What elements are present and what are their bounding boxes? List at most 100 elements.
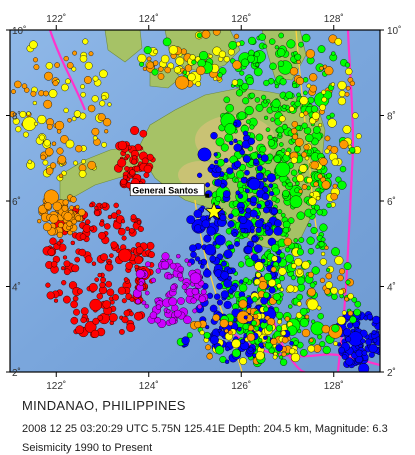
earthquake-dot <box>232 60 242 70</box>
earthquake-dot <box>303 90 308 96</box>
earthquake-dot <box>245 119 251 124</box>
earthquake-dot <box>305 133 314 143</box>
earthquake-dot <box>371 329 377 335</box>
earthquake-dot <box>216 299 223 306</box>
earthquake-dot <box>255 272 262 278</box>
earthquake-dot <box>224 133 234 143</box>
earthquake-dot <box>60 135 69 144</box>
earthquake-dot <box>145 261 151 268</box>
earthquake-dot <box>166 309 171 314</box>
earthquake-dot <box>196 32 203 38</box>
earthquake-dot <box>337 289 344 295</box>
earthquake-dot <box>319 277 326 284</box>
city-label-box <box>129 183 205 197</box>
earthquake-dot <box>302 33 311 43</box>
earthquake-dot <box>353 308 361 316</box>
earthquake-dot <box>250 151 258 160</box>
earthquake-dot <box>294 53 302 61</box>
earthquake-dot <box>157 73 165 80</box>
earthquake-dot <box>89 226 94 231</box>
earthquake-dot <box>351 296 358 303</box>
epicenter-star <box>204 201 224 220</box>
earthquake-dot <box>216 158 225 167</box>
earthquake-dot <box>97 272 102 278</box>
earthquake-dots <box>10 30 380 372</box>
earthquake-dot <box>214 159 219 165</box>
earthquake-dot <box>337 274 344 282</box>
earthquake-dot <box>45 167 54 175</box>
earthquake-dot <box>15 126 22 133</box>
earthquake-dot <box>281 351 287 357</box>
earthquake-dot <box>102 118 112 127</box>
earthquake-dot <box>347 293 354 300</box>
earthquake-dot <box>215 166 222 173</box>
earthquake-dot <box>229 294 234 299</box>
earthquake-dot <box>75 325 85 335</box>
earthquake-dot <box>139 61 145 67</box>
earthquake-dot <box>134 255 143 265</box>
earthquake-dot <box>278 32 285 39</box>
earthquake-dot <box>81 159 87 164</box>
earthquake-dot <box>168 45 179 55</box>
earthquake-dot <box>219 356 227 364</box>
earthquake-dot <box>227 48 235 56</box>
earthquake-dot <box>290 169 298 177</box>
earthquake-dot <box>319 157 328 166</box>
earthquake-dot <box>105 280 112 288</box>
seismicity-period: Seismicity 1990 to Present <box>22 442 153 454</box>
earthquake-dot <box>321 251 326 256</box>
earthquake-dot <box>263 99 268 104</box>
earthquake-dot <box>244 245 253 255</box>
earthquake-dot <box>176 254 181 259</box>
earthquake-dot <box>342 125 352 134</box>
earthquake-dot <box>319 104 326 111</box>
earthquake-dot <box>33 57 39 63</box>
earthquake-dot <box>73 110 82 118</box>
earthquake-dot <box>255 133 264 142</box>
earthquake-dot <box>233 33 240 40</box>
earthquake-dot <box>208 54 213 59</box>
earthquake-dot <box>296 293 303 301</box>
earthquake-dot <box>232 232 238 238</box>
earthquake-dot <box>186 332 193 339</box>
earthquake-dot <box>139 129 148 138</box>
earthquake-dot <box>253 244 263 253</box>
earthquake-dot <box>146 153 154 161</box>
earthquake-dot <box>220 143 229 152</box>
earthquake-dot <box>282 226 290 234</box>
earthquake-dot <box>130 125 140 135</box>
earthquake-dot <box>214 178 223 187</box>
earthquake-dot <box>193 209 203 219</box>
earthquake-dot <box>80 316 87 324</box>
earthquake-dot <box>244 169 250 176</box>
earthquake-dot <box>125 226 130 232</box>
earthquake-dot <box>187 73 196 82</box>
earthquake-dot <box>133 311 143 321</box>
earthquake-dot <box>307 247 315 255</box>
earthquake-dot <box>182 70 187 75</box>
earthquake-dot <box>244 188 250 194</box>
earthquake-dot <box>119 328 125 335</box>
earthquake-dot <box>287 181 293 188</box>
earthquake-dot <box>263 272 273 282</box>
lon-label-bottom: 122˚ <box>46 380 66 392</box>
lon-label-top: 128˚ <box>324 13 344 25</box>
earthquake-dot <box>330 192 338 201</box>
earthquake-dot <box>184 258 189 263</box>
earthquake-dot <box>92 75 99 82</box>
earthquake-dot <box>228 41 237 50</box>
earthquake-dot <box>332 183 338 189</box>
earthquake-dot <box>264 200 270 206</box>
earthquake-dot <box>331 51 336 56</box>
earthquake-dot <box>137 53 147 63</box>
earthquake-dot <box>158 66 164 72</box>
earthquake-dot <box>97 314 104 321</box>
earthquake-dot <box>321 89 326 95</box>
earthquake-dot <box>337 80 347 90</box>
earthquake-dot <box>298 164 308 173</box>
earthquake-dot <box>288 304 293 309</box>
earthquake-dot <box>274 219 282 227</box>
earthquake-dot <box>306 177 313 184</box>
earthquake-dot <box>274 45 279 50</box>
earthquake-dot <box>255 172 264 181</box>
